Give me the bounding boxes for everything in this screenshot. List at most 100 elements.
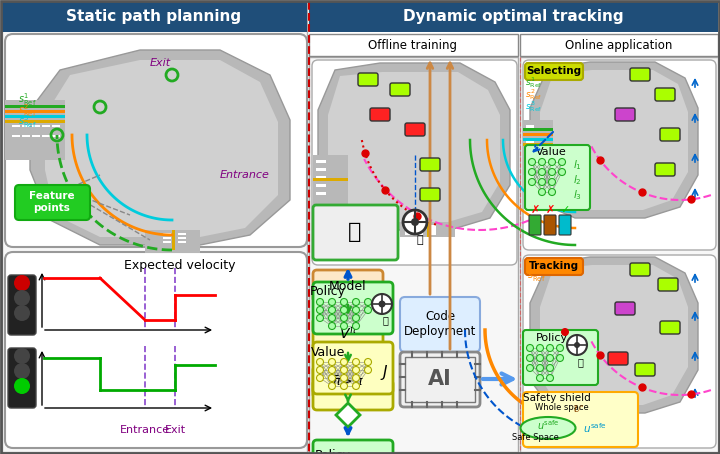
Bar (178, 241, 186, 243)
FancyBboxPatch shape (630, 68, 650, 81)
Circle shape (536, 345, 544, 351)
Bar (309, 57, 518, 452)
Bar (42, 135, 50, 137)
Text: Selecting: Selecting (526, 66, 582, 76)
Circle shape (364, 359, 372, 365)
Text: $V^{\pi}$: $V^{\pi}$ (339, 326, 357, 342)
FancyBboxPatch shape (312, 60, 517, 265)
FancyBboxPatch shape (313, 366, 383, 398)
Bar (12, 135, 20, 137)
FancyBboxPatch shape (544, 215, 556, 235)
Text: $s^1_{\rm Ref}$: $s^1_{\rm Ref}$ (525, 75, 542, 90)
Polygon shape (336, 403, 360, 427)
Circle shape (14, 290, 30, 306)
Circle shape (546, 345, 554, 351)
Text: 🔑: 🔑 (417, 235, 423, 245)
Bar (42, 125, 50, 127)
Text: Policy: Policy (315, 449, 351, 454)
Circle shape (536, 375, 544, 381)
FancyBboxPatch shape (660, 128, 680, 141)
Bar (178, 237, 186, 239)
Bar (2, 2, 307, 452)
FancyBboxPatch shape (405, 123, 425, 136)
FancyBboxPatch shape (313, 282, 393, 334)
Bar (316, 160, 326, 163)
FancyBboxPatch shape (523, 255, 716, 448)
FancyBboxPatch shape (313, 270, 383, 302)
Text: $s^3_{\rm Ref}$: $s^3_{\rm Ref}$ (18, 114, 36, 130)
Bar (316, 176, 326, 179)
Bar (427, 222, 430, 237)
Polygon shape (30, 50, 290, 245)
FancyBboxPatch shape (630, 263, 650, 276)
Bar (526, 125, 534, 128)
Polygon shape (540, 265, 688, 405)
Circle shape (526, 365, 534, 371)
FancyBboxPatch shape (313, 205, 398, 260)
Text: ✗: ✗ (545, 205, 554, 215)
FancyBboxPatch shape (523, 330, 598, 385)
FancyBboxPatch shape (525, 258, 583, 275)
FancyBboxPatch shape (5, 252, 307, 448)
Circle shape (341, 306, 348, 314)
FancyBboxPatch shape (635, 363, 655, 376)
FancyBboxPatch shape (5, 34, 307, 247)
Circle shape (526, 345, 534, 351)
FancyBboxPatch shape (8, 348, 36, 408)
FancyBboxPatch shape (390, 83, 410, 96)
Bar (163, 241, 171, 243)
Bar (5, 100, 65, 160)
FancyBboxPatch shape (8, 275, 36, 335)
Circle shape (411, 218, 419, 226)
Polygon shape (540, 70, 688, 210)
Bar (316, 168, 326, 171)
Text: Model: Model (329, 280, 366, 292)
Bar (316, 192, 326, 195)
Circle shape (317, 359, 323, 365)
Circle shape (528, 178, 536, 186)
Circle shape (328, 322, 336, 330)
Text: $u^{\rm safe}$: $u^{\rm safe}$ (536, 418, 559, 432)
Text: Exit: Exit (150, 58, 171, 68)
Text: $s^1_{\rm Ref}$: $s^1_{\rm Ref}$ (18, 92, 36, 109)
Text: Offline training: Offline training (369, 39, 457, 51)
Bar (316, 184, 326, 187)
Circle shape (549, 188, 556, 196)
Circle shape (353, 298, 359, 306)
Text: Policy: Policy (536, 333, 568, 343)
Circle shape (353, 322, 359, 330)
FancyBboxPatch shape (400, 352, 480, 407)
Circle shape (353, 375, 359, 381)
Circle shape (561, 328, 569, 336)
Circle shape (567, 335, 587, 355)
Text: Code
Deployment: Code Deployment (404, 310, 476, 338)
Circle shape (559, 158, 565, 166)
Text: Safe Space: Safe Space (512, 434, 559, 443)
Text: 🔑: 🔑 (382, 315, 388, 325)
Bar (5, 105, 65, 108)
Bar (178, 233, 186, 235)
Circle shape (526, 355, 534, 361)
Circle shape (557, 345, 564, 351)
Bar (418, 225, 423, 235)
Bar (526, 141, 534, 144)
Circle shape (317, 375, 323, 381)
Circle shape (317, 315, 323, 321)
Bar (22, 125, 30, 127)
Circle shape (549, 168, 556, 176)
Polygon shape (328, 72, 500, 222)
FancyBboxPatch shape (420, 158, 440, 171)
Text: Value: Value (311, 345, 345, 359)
Circle shape (328, 383, 336, 390)
Bar (145, 245, 200, 253)
Circle shape (546, 355, 554, 361)
Circle shape (528, 168, 536, 176)
FancyBboxPatch shape (615, 108, 635, 121)
Bar (5, 110, 65, 113)
Text: Expected velocity: Expected velocity (125, 258, 235, 271)
Polygon shape (530, 257, 698, 413)
Circle shape (372, 294, 392, 314)
Bar (526, 133, 534, 136)
Bar (523, 128, 553, 131)
Bar (520, 34, 718, 56)
